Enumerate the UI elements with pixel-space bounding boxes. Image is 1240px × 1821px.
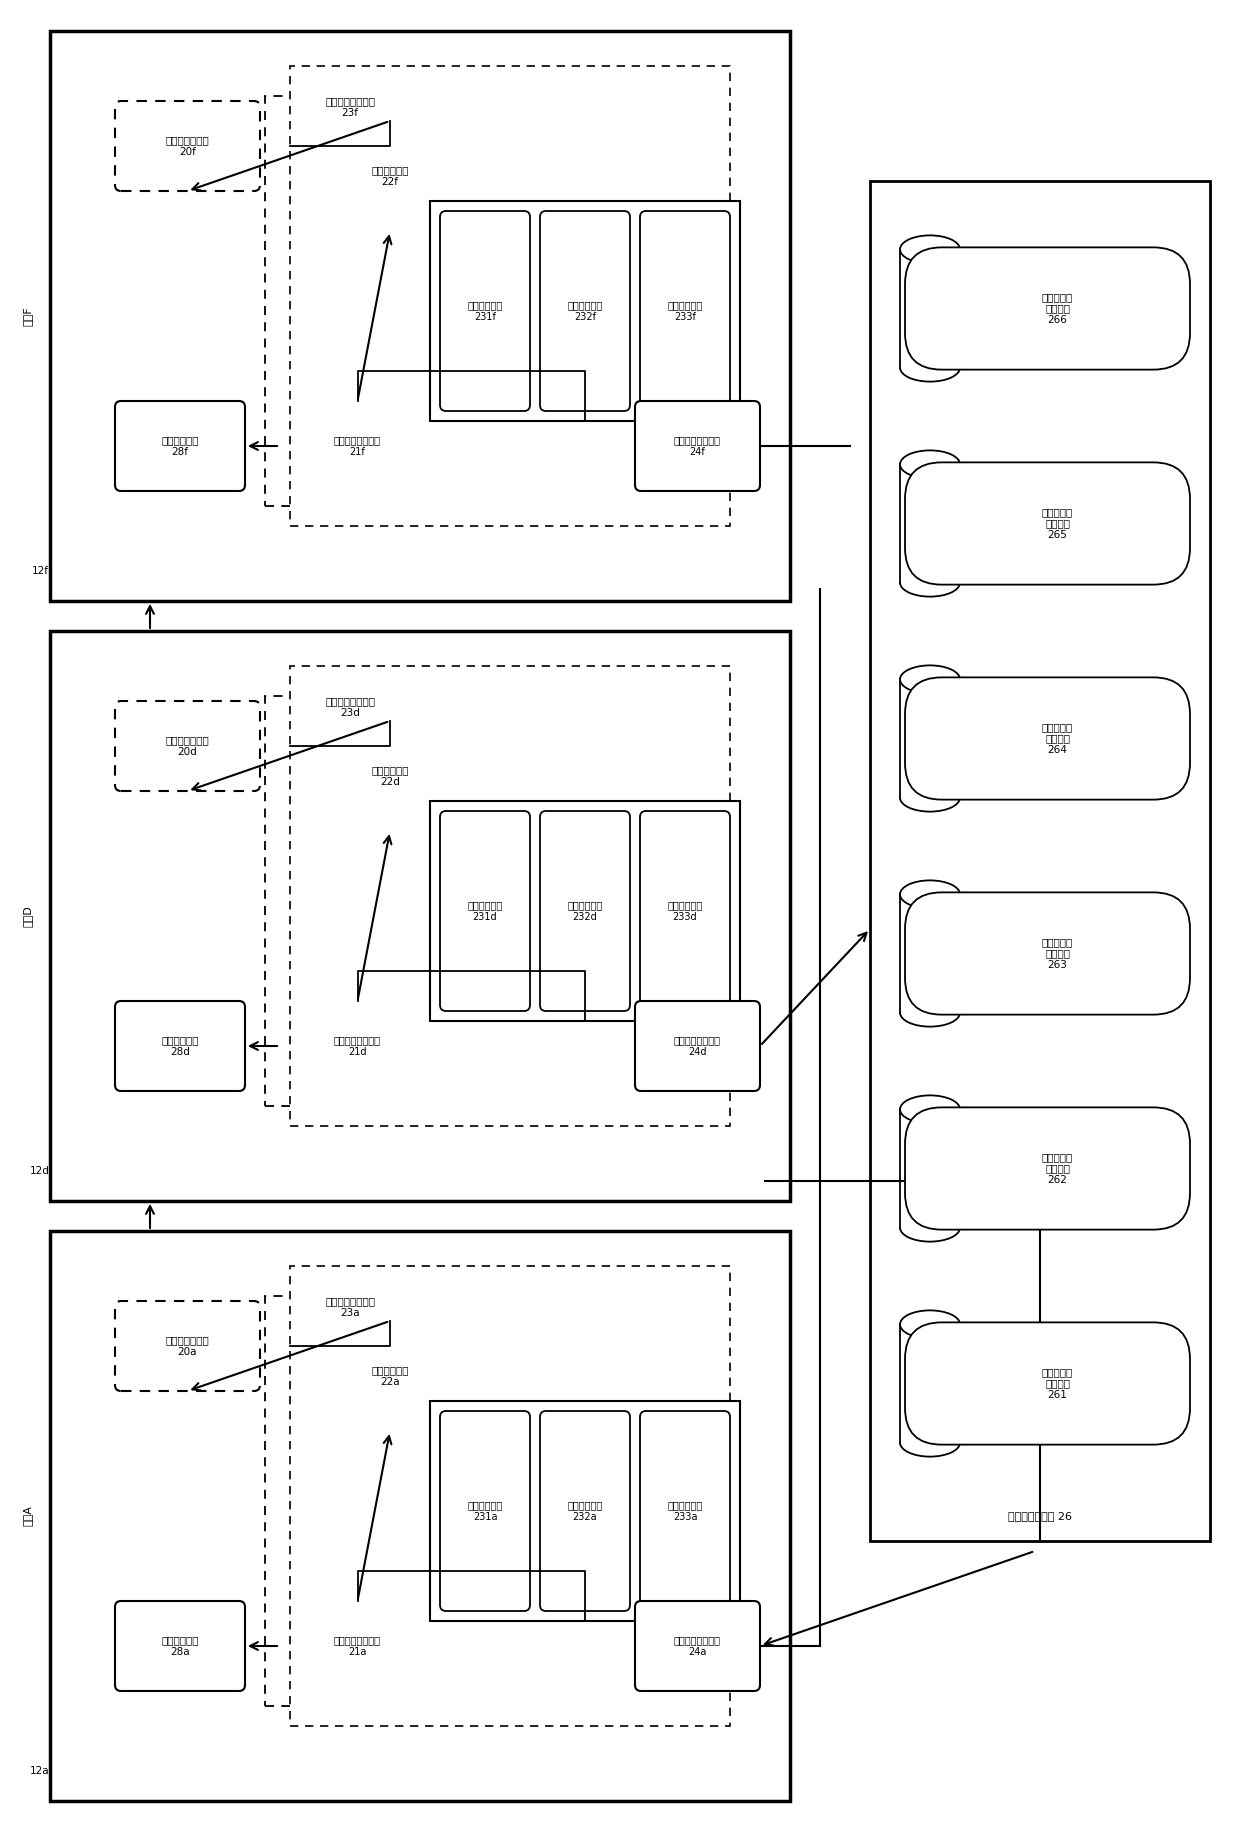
FancyBboxPatch shape bbox=[280, 1002, 435, 1091]
Text: 分布式故障分析器
23f: 分布式故障分析器 23f bbox=[325, 97, 374, 118]
FancyBboxPatch shape bbox=[115, 1300, 260, 1391]
Text: 分布式网络
故障日志
264: 分布式网络 故障日志 264 bbox=[1042, 721, 1073, 756]
Bar bbox=[265, 97, 475, 506]
Bar bbox=[870, 180, 1210, 1541]
Bar bbox=[430, 200, 740, 421]
Text: 分布式调度服务
20f: 分布式调度服务 20f bbox=[166, 135, 210, 157]
Bar bbox=[50, 632, 790, 1202]
FancyBboxPatch shape bbox=[280, 401, 435, 492]
FancyBboxPatch shape bbox=[330, 120, 450, 231]
FancyBboxPatch shape bbox=[280, 1601, 435, 1692]
Text: 分布式调度
故障日志
262: 分布式调度 故障日志 262 bbox=[1042, 1153, 1073, 1185]
Text: 故障日志引擎
22f: 故障日志引擎 22f bbox=[371, 166, 409, 188]
Text: 故障日志引擎
22a: 故障日志引擎 22a bbox=[371, 1366, 409, 1388]
Ellipse shape bbox=[900, 235, 960, 264]
Ellipse shape bbox=[900, 665, 960, 694]
Ellipse shape bbox=[900, 880, 960, 909]
FancyBboxPatch shape bbox=[539, 211, 630, 412]
FancyBboxPatch shape bbox=[905, 1322, 1190, 1444]
Text: 分布式故障收集器
24a: 分布式故障收集器 24a bbox=[675, 1635, 720, 1657]
Ellipse shape bbox=[900, 1096, 960, 1124]
Text: 分布式故障检测器
21d: 分布式故障检测器 21d bbox=[334, 1034, 381, 1056]
Bar bbox=[430, 801, 740, 1022]
Text: 设备选择单元
232f: 设备选择单元 232f bbox=[568, 300, 603, 322]
Bar bbox=[430, 1400, 740, 1621]
Text: 分布式故障分析器
23d: 分布式故障分析器 23d bbox=[325, 696, 374, 717]
Text: 分布式故障收集器
24d: 分布式故障收集器 24d bbox=[675, 1034, 720, 1056]
Text: 历史回源单元
231d: 历史回源单元 231d bbox=[467, 900, 502, 921]
FancyBboxPatch shape bbox=[440, 211, 529, 412]
Text: 分布式故障检测器
21f: 分布式故障检测器 21f bbox=[334, 435, 381, 457]
Text: 12f: 12f bbox=[31, 566, 48, 575]
Text: 分布式业务
故障日志
261: 分布式业务 故障日志 261 bbox=[1042, 1368, 1073, 1400]
Bar bbox=[290, 666, 730, 1125]
FancyBboxPatch shape bbox=[115, 1002, 246, 1091]
Text: 12a: 12a bbox=[30, 1766, 50, 1775]
Bar bbox=[50, 1231, 790, 1801]
FancyBboxPatch shape bbox=[905, 248, 1190, 370]
FancyBboxPatch shape bbox=[115, 701, 260, 790]
Text: 日志生成单元
233f: 日志生成单元 233f bbox=[667, 300, 703, 322]
FancyBboxPatch shape bbox=[640, 1411, 730, 1612]
Bar bbox=[50, 31, 790, 601]
Text: 分布式调度服务
20d: 分布式调度服务 20d bbox=[166, 736, 210, 758]
Text: 日志生成单元
233d: 日志生成单元 233d bbox=[667, 900, 703, 921]
FancyBboxPatch shape bbox=[330, 721, 450, 830]
FancyBboxPatch shape bbox=[440, 1411, 529, 1612]
Text: 12d: 12d bbox=[30, 1165, 50, 1176]
Bar bbox=[290, 66, 730, 526]
FancyBboxPatch shape bbox=[539, 810, 630, 1011]
Text: 分布式存储
故障日志
263: 分布式存储 故障日志 263 bbox=[1042, 936, 1073, 971]
FancyBboxPatch shape bbox=[635, 401, 760, 492]
FancyBboxPatch shape bbox=[635, 1002, 760, 1091]
Text: 设备A: 设备A bbox=[24, 1506, 33, 1526]
Text: 设备选择单元
232a: 设备选择单元 232a bbox=[568, 1501, 603, 1522]
Ellipse shape bbox=[900, 450, 960, 479]
FancyBboxPatch shape bbox=[640, 810, 730, 1011]
Text: 分布式调度服务
20a: 分布式调度服务 20a bbox=[166, 1335, 210, 1357]
FancyBboxPatch shape bbox=[905, 1107, 1190, 1229]
FancyBboxPatch shape bbox=[115, 100, 260, 191]
Bar bbox=[265, 696, 475, 1105]
Text: 历史回源单元
231f: 历史回源单元 231f bbox=[467, 300, 502, 322]
FancyBboxPatch shape bbox=[330, 1320, 450, 1431]
Text: 设备D: 设备D bbox=[24, 905, 33, 927]
Text: 设备选择单元
232d: 设备选择单元 232d bbox=[568, 900, 603, 921]
FancyBboxPatch shape bbox=[905, 677, 1190, 799]
FancyBboxPatch shape bbox=[115, 401, 246, 492]
Bar bbox=[265, 1297, 475, 1706]
Text: 应用管理服务
28f: 应用管理服务 28f bbox=[161, 435, 198, 457]
FancyBboxPatch shape bbox=[905, 892, 1190, 1014]
FancyBboxPatch shape bbox=[539, 1411, 630, 1612]
Text: 历史回源单元
231a: 历史回源单元 231a bbox=[467, 1501, 502, 1522]
Text: 分布式故障
历史记录
265: 分布式故障 历史记录 265 bbox=[1042, 506, 1073, 541]
FancyBboxPatch shape bbox=[635, 1601, 760, 1692]
FancyBboxPatch shape bbox=[640, 211, 730, 412]
Text: 分布式故障收集器
24f: 分布式故障收集器 24f bbox=[675, 435, 720, 457]
Text: 应用管理服务
28d: 应用管理服务 28d bbox=[161, 1034, 198, 1056]
Text: 故障日志引擎
22d: 故障日志引擎 22d bbox=[371, 765, 409, 787]
Text: 分布式处理系统 26: 分布式处理系统 26 bbox=[1008, 1511, 1073, 1521]
Text: 设备F: 设备F bbox=[24, 306, 33, 326]
Ellipse shape bbox=[900, 1311, 960, 1338]
Text: 日志生成单元
233a: 日志生成单元 233a bbox=[667, 1501, 703, 1522]
Text: 分布式故障检测器
21a: 分布式故障检测器 21a bbox=[334, 1635, 381, 1657]
FancyBboxPatch shape bbox=[440, 810, 529, 1011]
Text: 分布式故障分析器
23a: 分布式故障分析器 23a bbox=[325, 1297, 374, 1318]
FancyBboxPatch shape bbox=[905, 463, 1190, 585]
Text: 分布式调度
历史记录
266: 分布式调度 历史记录 266 bbox=[1042, 291, 1073, 326]
FancyBboxPatch shape bbox=[115, 1601, 246, 1692]
Bar bbox=[290, 1266, 730, 1726]
Text: 应用管理服务
28a: 应用管理服务 28a bbox=[161, 1635, 198, 1657]
